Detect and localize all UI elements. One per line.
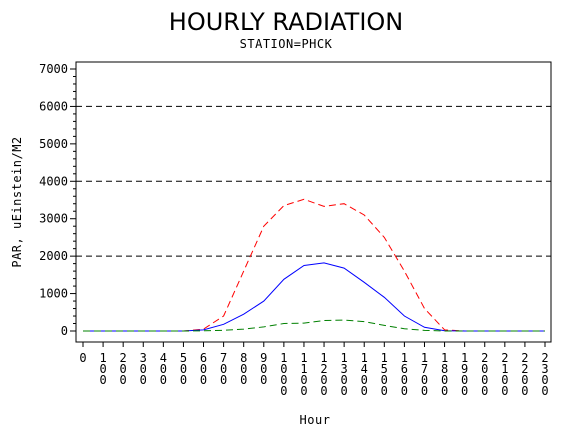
x-axis-label: Hour (300, 413, 331, 427)
chart-subtitle: STATION=PHCK (240, 37, 333, 51)
y-tick-label: 6000 (39, 99, 68, 113)
y-tick-label: 5000 (39, 137, 68, 151)
y-tick-label: 1000 (39, 287, 68, 301)
plot-frame (75, 61, 552, 343)
x-axis: 0 1 0 0 2 0 0 3 0 0 4 0 0 5 0 0 6 0 0 7 0 0 8 0 0 9 0 0 1 0 0 0 1 1 0 0 1 2 0 0… (79, 342, 549, 398)
gridlines (76, 105, 551, 257)
y-axis-label: PAR, uEinstein/M2 (10, 136, 24, 267)
series-group (83, 198, 545, 332)
y-tick-label: 0 (61, 324, 68, 338)
x-tick-label: 0 (79, 351, 86, 365)
y-tick-label: 3000 (39, 212, 68, 226)
y-tick-label: 7000 (39, 62, 68, 76)
series-line-0 (83, 198, 545, 332)
y-tick-label: 2000 (39, 249, 68, 263)
chart-title: HOURLY RADIATION (169, 8, 403, 36)
series-line-2 (83, 319, 545, 332)
series-line-1 (83, 262, 545, 332)
y-tick-label: 4000 (39, 174, 68, 188)
y-axis: 0 1000 2000 3000 4000 5000 6000 7000 (39, 62, 76, 338)
